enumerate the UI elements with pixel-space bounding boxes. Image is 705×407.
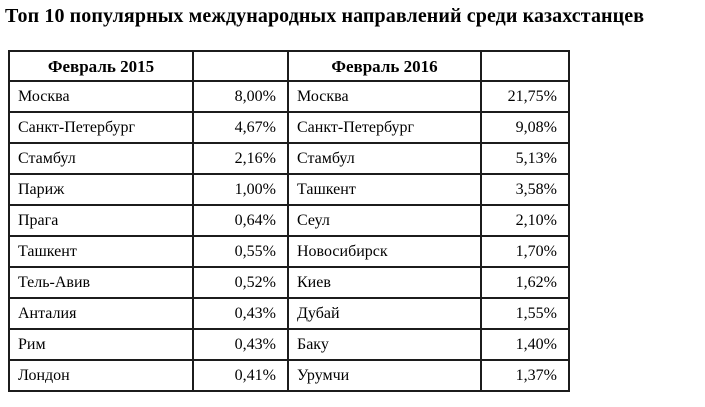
destination-2015-cell: Ташкент bbox=[8, 235, 194, 268]
table-row: Париж 1,00% Ташкент 3,58% bbox=[8, 173, 570, 206]
percentage-2015-cell: 0,43% bbox=[192, 328, 289, 361]
destination-2016-cell: Москва bbox=[287, 80, 482, 113]
percentage-2016-cell: 1,70% bbox=[480, 235, 570, 268]
percentage-2015-cell: 0,55% bbox=[192, 235, 289, 268]
destination-2015-cell: Рим bbox=[8, 328, 194, 361]
table-header-row: Февраль 2015 Февраль 2016 bbox=[8, 50, 570, 82]
table-row: Прага 0,64% Сеул 2,10% bbox=[8, 204, 570, 237]
destination-2015-cell: Прага bbox=[8, 204, 194, 237]
percentage-2015-cell: 0,43% bbox=[192, 297, 289, 330]
table-row: Стамбул 2,16% Стамбул 5,13% bbox=[8, 142, 570, 175]
column-header-feb-2015-percent-empty bbox=[192, 50, 289, 82]
destination-2016-cell: Урумчи bbox=[287, 359, 482, 392]
percentage-2016-cell: 1,40% bbox=[480, 328, 570, 361]
destination-2016-cell: Стамбул bbox=[287, 142, 482, 175]
percentage-2016-cell: 3,58% bbox=[480, 173, 570, 206]
table-row: Анталия 0,43% Дубай 1,55% bbox=[8, 297, 570, 330]
destination-2015-cell: Москва bbox=[8, 80, 194, 113]
table-body: Москва 8,00% Москва 21,75% Санкт-Петербург 4,… bbox=[8, 80, 570, 392]
percentage-2015-cell: 4,67% bbox=[192, 111, 289, 144]
destination-2016-cell: Ташкент bbox=[287, 173, 482, 206]
destination-2016-cell: Дубай bbox=[287, 297, 482, 330]
percentage-2016-cell: 1,55% bbox=[480, 297, 570, 330]
destination-2016-cell: Баку bbox=[287, 328, 482, 361]
percentage-2015-cell: 0,41% bbox=[192, 359, 289, 392]
column-header-feb-2016: Февраль 2016 bbox=[287, 50, 482, 82]
destination-2016-cell: Сеул bbox=[287, 204, 482, 237]
destination-2016-cell: Киев bbox=[287, 266, 482, 299]
destination-2016-cell: Санкт-Петербург bbox=[287, 111, 482, 144]
destination-2015-cell: Санкт-Петербург bbox=[8, 111, 194, 144]
table-row: Москва 8,00% Москва 21,75% bbox=[8, 80, 570, 113]
percentage-2015-cell: 8,00% bbox=[192, 80, 289, 113]
destinations-table: Февраль 2015 Февраль 2016 Москва 8,00% Мос… bbox=[8, 50, 570, 392]
page-title: Топ 10 популярных международных направле… bbox=[5, 5, 645, 27]
table-row: Ташкент 0,55% Новосибирск 1,70% bbox=[8, 235, 570, 268]
column-header-feb-2015: Февраль 2015 bbox=[8, 50, 194, 82]
destination-2015-cell: Париж bbox=[8, 173, 194, 206]
destination-2015-cell: Лондон bbox=[8, 359, 194, 392]
percentage-2015-cell: 0,64% bbox=[192, 204, 289, 237]
percentage-2016-cell: 21,75% bbox=[480, 80, 570, 113]
percentage-2016-cell: 5,13% bbox=[480, 142, 570, 175]
destination-2015-cell: Стамбул bbox=[8, 142, 194, 175]
percentage-2015-cell: 0,52% bbox=[192, 266, 289, 299]
destination-2016-cell: Новосибирск bbox=[287, 235, 482, 268]
percentage-2016-cell: 9,08% bbox=[480, 111, 570, 144]
percentage-2015-cell: 2,16% bbox=[192, 142, 289, 175]
table-row: Лондон 0,41% Урумчи 1,37% bbox=[8, 359, 570, 392]
table-row: Тель-Авив 0,52% Киев 1,62% bbox=[8, 266, 570, 299]
percentage-2015-cell: 1,00% bbox=[192, 173, 289, 206]
table-row: Рим 0,43% Баку 1,40% bbox=[8, 328, 570, 361]
table-row: Санкт-Петербург 4,67% Санкт-Петербург 9,08% bbox=[8, 111, 570, 144]
percentage-2016-cell: 1,37% bbox=[480, 359, 570, 392]
destination-2015-cell: Анталия bbox=[8, 297, 194, 330]
percentage-2016-cell: 2,10% bbox=[480, 204, 570, 237]
destination-2015-cell: Тель-Авив bbox=[8, 266, 194, 299]
column-header-feb-2016-percent-empty bbox=[480, 50, 570, 82]
percentage-2016-cell: 1,62% bbox=[480, 266, 570, 299]
